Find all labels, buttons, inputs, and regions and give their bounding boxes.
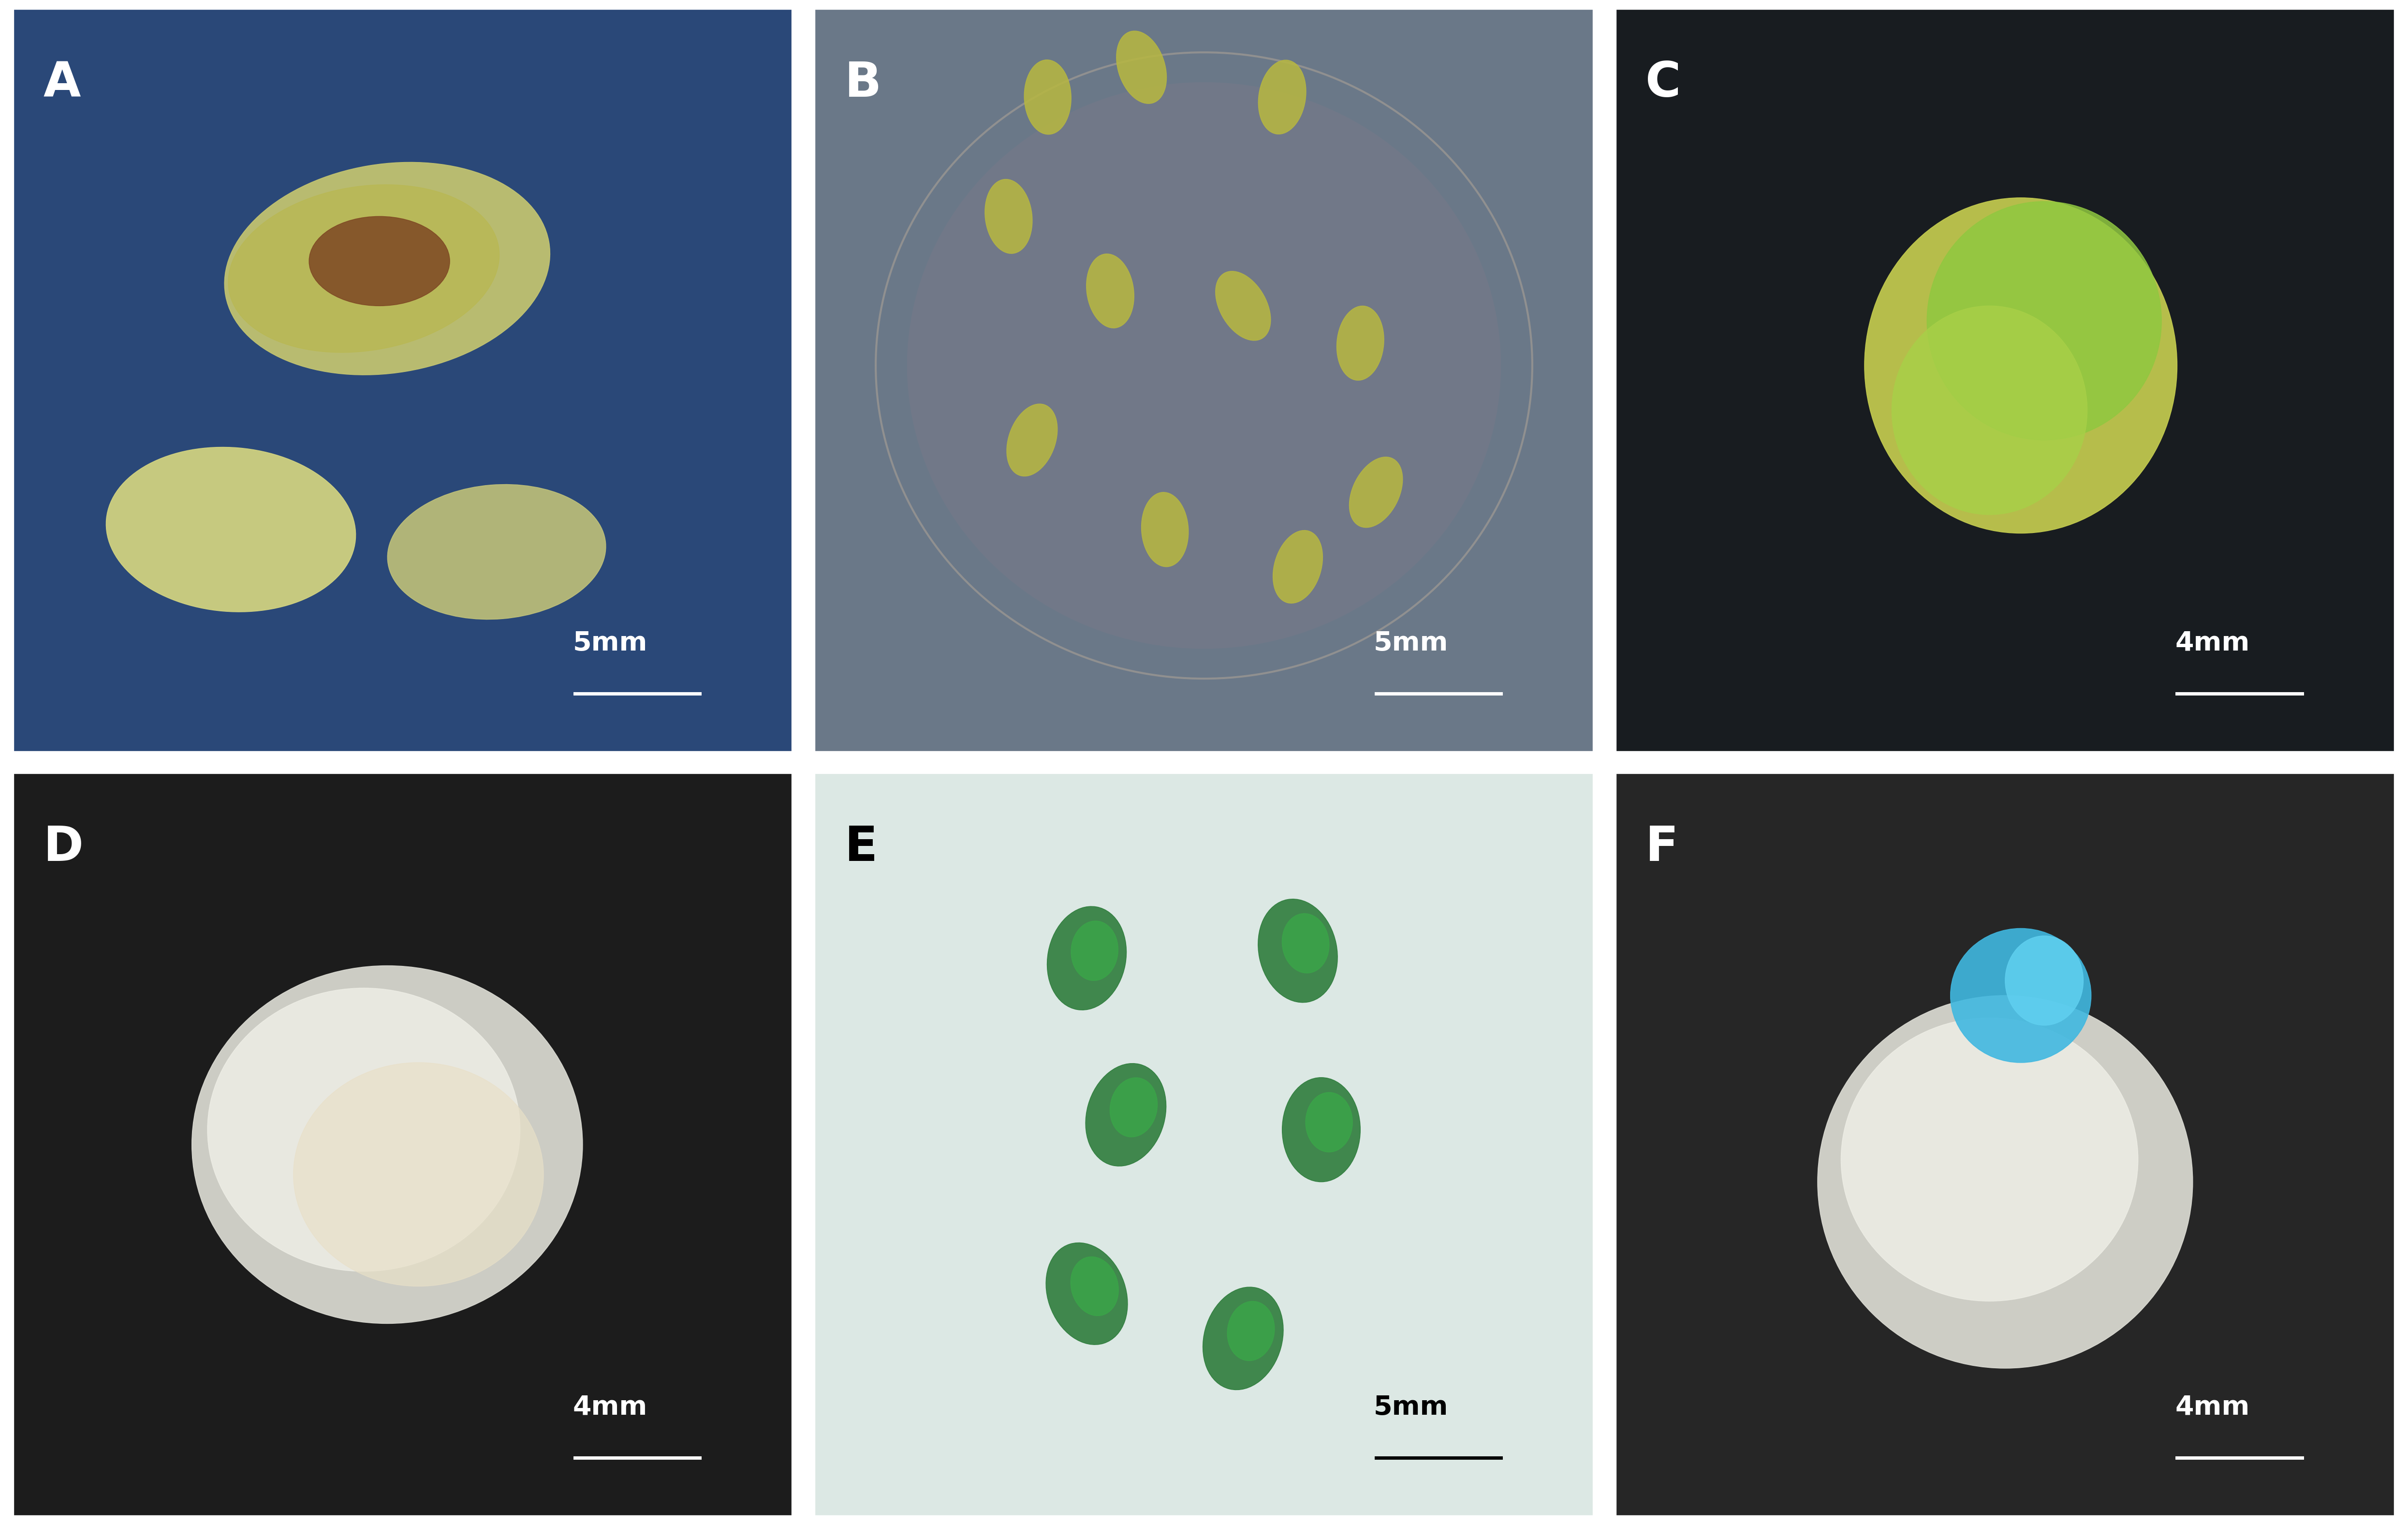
Ellipse shape	[207, 988, 520, 1272]
Ellipse shape	[1023, 59, 1072, 134]
Text: C: C	[1645, 59, 1681, 107]
Ellipse shape	[229, 185, 498, 352]
Ellipse shape	[1218, 268, 1267, 343]
Ellipse shape	[1086, 1063, 1165, 1167]
Ellipse shape	[1842, 1017, 2138, 1301]
Ellipse shape	[308, 217, 450, 307]
Ellipse shape	[1072, 1257, 1117, 1316]
Ellipse shape	[1893, 307, 2088, 514]
Ellipse shape	[388, 485, 607, 619]
Text: F: F	[1645, 824, 1678, 871]
Ellipse shape	[1226, 1302, 1276, 1360]
Ellipse shape	[1336, 307, 1385, 380]
Text: 4mm: 4mm	[573, 1394, 648, 1420]
Text: 5mm: 5mm	[1375, 1394, 1450, 1420]
Text: 5mm: 5mm	[1375, 630, 1450, 656]
Ellipse shape	[1864, 198, 2177, 534]
Ellipse shape	[2006, 936, 2083, 1025]
Ellipse shape	[1281, 913, 1329, 973]
Text: E: E	[845, 824, 877, 871]
Ellipse shape	[1950, 929, 2090, 1063]
Circle shape	[908, 82, 1500, 648]
Ellipse shape	[1257, 61, 1308, 133]
Ellipse shape	[1141, 493, 1190, 567]
Ellipse shape	[193, 965, 583, 1324]
Ellipse shape	[985, 178, 1033, 253]
Text: B: B	[845, 59, 881, 107]
Ellipse shape	[1086, 255, 1137, 326]
Text: 5mm: 5mm	[573, 630, 648, 656]
Ellipse shape	[224, 162, 549, 375]
Ellipse shape	[1117, 30, 1165, 104]
Ellipse shape	[106, 447, 356, 612]
Text: D: D	[43, 824, 84, 871]
Text: 4mm: 4mm	[2174, 1394, 2249, 1420]
Ellipse shape	[1204, 1286, 1283, 1391]
Ellipse shape	[1004, 406, 1060, 474]
Ellipse shape	[1305, 1093, 1353, 1151]
Ellipse shape	[1257, 900, 1339, 1002]
Ellipse shape	[1274, 529, 1322, 604]
Ellipse shape	[1281, 1078, 1363, 1180]
Ellipse shape	[1072, 921, 1117, 981]
Ellipse shape	[294, 1063, 544, 1286]
Ellipse shape	[1047, 1241, 1127, 1345]
Text: 4mm: 4mm	[2174, 630, 2249, 656]
Text: A: A	[43, 59, 82, 107]
Ellipse shape	[1818, 996, 2194, 1368]
Ellipse shape	[1110, 1078, 1158, 1136]
Ellipse shape	[1926, 201, 2162, 441]
Ellipse shape	[1047, 906, 1127, 1010]
Ellipse shape	[1351, 456, 1401, 528]
